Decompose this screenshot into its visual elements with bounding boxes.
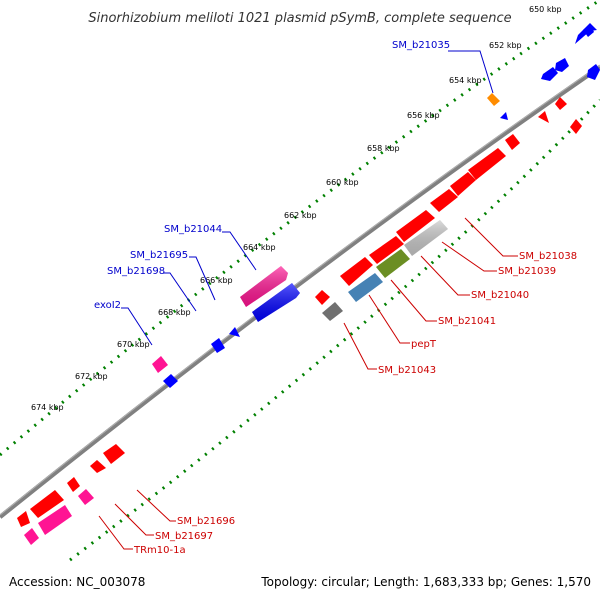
gene-red-top-1: [555, 97, 567, 110]
gene-steel-peptt: [348, 273, 383, 302]
label-peptt: pepT: [411, 339, 437, 350]
kbp-labels: 650 kbp 652 kbp 654 kbp 656 kbp 658 kbp …: [31, 5, 562, 412]
gene-red-b21696: [103, 444, 125, 464]
gene-silver-b21038-shade: [404, 220, 448, 256]
gene-blue-b21698: [229, 327, 240, 337]
gene-olive-b21040: [376, 249, 410, 278]
backbone-line: [0, 65, 600, 519]
gene-orange-b21035: [487, 93, 500, 106]
outer-scale-track: [0, 0, 600, 457]
kbp-label-650: 650 kbp: [529, 5, 562, 14]
reverse-gene-labels: SM_b21038 SM_b21039 SM_b21040 SM_b21041 …: [133, 251, 577, 556]
gene-magenta-b21044-shade: [240, 266, 288, 307]
gene-blue-b21695-shade: [252, 283, 300, 322]
label-sm-b21696: SM_b21696: [177, 516, 235, 527]
label-sm-b21044: SM_b21044: [164, 224, 222, 235]
gene-blue-top-4: [587, 64, 600, 80]
label-sm-b21039: SM_b21039: [498, 266, 556, 277]
gene-red-b21041: [340, 257, 373, 286]
footer-summary: Topology: circular; Length: 1,683,333 bp…: [260, 575, 591, 589]
label-sm-b21035: SM_b21035: [392, 40, 450, 51]
footer-accession: Accession: NC_003078: [9, 575, 145, 589]
reverse-genes: [17, 97, 582, 545]
gene-magenta-bottom-2: [24, 528, 39, 545]
gene-red-2: [468, 148, 506, 180]
gene-blue-small-2: [211, 338, 225, 353]
gene-magenta-exoi2: [152, 356, 168, 373]
label-exoi2: exoI2: [94, 300, 121, 311]
reverse-callouts: [98, 217, 518, 550]
gene-red-b21040: [369, 236, 404, 264]
label-sm-b21697: SM_b21697: [155, 531, 213, 542]
label-sm-b21040: SM_b21040: [471, 290, 529, 301]
gene-red-top-3: [570, 119, 582, 134]
gene-red-bottom-1: [30, 490, 64, 518]
gene-red-1: [505, 134, 520, 150]
gene-blue-top-3: [555, 58, 569, 72]
label-sm-b21043: SM_b21043: [378, 365, 436, 376]
kbp-label-662: 662 kbp: [284, 211, 317, 220]
gene-red-bottom-2: [17, 511, 30, 527]
kbp-label-660: 660 kbp: [326, 178, 359, 187]
gene-red-trm-1: [67, 477, 80, 492]
gene-blue-small: [500, 112, 508, 120]
kbp-label-668: 668 kbp: [158, 308, 191, 317]
gene-red-b21038: [430, 189, 458, 212]
kbp-label-664: 664 kbp: [243, 243, 276, 252]
kbp-label-672: 672 kbp: [75, 372, 108, 381]
kbp-label-654: 654 kbp: [449, 76, 482, 85]
kbp-label-666: 666 kbp: [200, 276, 233, 285]
kbp-label-674: 674 kbp: [31, 403, 64, 412]
forward-callouts: [121, 50, 494, 346]
label-sm-b21698: SM_b21698: [107, 266, 165, 277]
gene-red-b21039: [396, 210, 435, 242]
forward-genes: [152, 23, 600, 388]
forward-gene-labels: SM_b21035 SM_b21044 SM_b21695 SM_b21698 …: [94, 40, 450, 311]
gene-magenta-trm: [78, 489, 94, 505]
gene-blue-top-1: [583, 24, 594, 37]
label-sm-b21041: SM_b21041: [438, 316, 496, 327]
inner-scale-track: [69, 98, 600, 562]
backbone-highlight: [0, 64, 600, 516]
label-sm-b21038: SM_b21038: [519, 251, 577, 262]
kbp-label-656: 656 kbp: [407, 111, 440, 120]
label-sm-b21695: SM_b21695: [130, 250, 188, 261]
label-trm10-1a: TRm10-1a: [133, 545, 186, 556]
gene-magenta-bottom-1: [38, 505, 72, 535]
gene-blue-exoi2: [163, 374, 178, 388]
gene-gray-b21043: [322, 302, 343, 321]
kbp-label-670: 670 kbp: [117, 340, 150, 349]
kbp-label-652: 652 kbp: [489, 41, 522, 50]
gene-red-3: [450, 172, 476, 196]
gene-red-b21697: [90, 460, 106, 473]
gene-red-top-2: [538, 111, 549, 123]
gene-red-b21043: [315, 290, 330, 305]
map-title: Sinorhizobium meliloti 1021 plasmid pSym…: [88, 11, 511, 26]
kbp-label-658: 658 kbp: [367, 144, 400, 153]
gene-blue-top-2: [541, 67, 558, 81]
